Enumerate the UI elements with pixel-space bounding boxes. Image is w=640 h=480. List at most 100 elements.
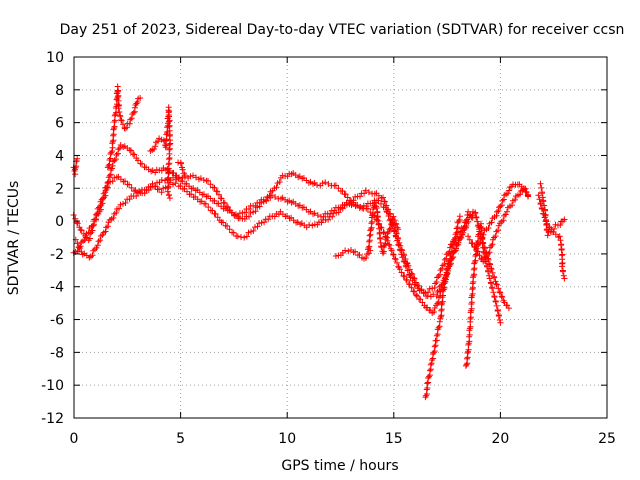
data-point	[211, 184, 218, 191]
data-point	[122, 178, 128, 185]
data-point	[306, 221, 313, 228]
data-point	[122, 200, 129, 206]
data-point	[367, 247, 374, 254]
data-point	[350, 197, 357, 204]
data-point	[457, 228, 464, 235]
series-track-e	[422, 213, 463, 401]
data-point	[108, 165, 115, 172]
data-point	[214, 188, 221, 195]
series-track-g	[332, 247, 374, 262]
data-point	[462, 362, 469, 369]
data-point	[314, 212, 321, 219]
y-tick-label: 0	[55, 214, 64, 230]
data-point	[365, 250, 372, 257]
data-point	[393, 230, 400, 237]
data-point	[492, 233, 499, 240]
data-point	[426, 367, 433, 374]
data-point	[383, 202, 390, 209]
data-point	[385, 241, 392, 248]
data-point	[325, 180, 332, 187]
data-point	[497, 203, 504, 210]
data-point	[437, 313, 444, 320]
data-point	[416, 282, 422, 289]
data-point	[474, 218, 481, 225]
data-point	[401, 252, 408, 259]
y-tick-label: 10	[46, 50, 64, 66]
data-point	[111, 125, 117, 132]
data-point	[78, 227, 85, 234]
data-point	[214, 214, 221, 221]
data-point	[494, 208, 500, 215]
data-point	[120, 121, 126, 128]
data-point	[466, 236, 473, 243]
data-points	[70, 83, 568, 401]
data-point	[537, 201, 544, 208]
grid	[74, 57, 607, 418]
data-point	[342, 247, 349, 254]
data-point	[314, 182, 320, 188]
data-point	[131, 104, 138, 111]
data-point	[339, 205, 346, 212]
data-point	[90, 222, 97, 229]
data-point	[463, 223, 470, 229]
data-point	[128, 184, 135, 191]
data-point	[139, 160, 145, 167]
data-point	[377, 235, 383, 242]
data-point	[491, 274, 498, 281]
data-point	[76, 224, 83, 231]
data-point	[89, 252, 96, 259]
tick-labels: 0 5 10 15 20 25 -12 -10 -8 -6 -4 -2 0 2 4 6 8 10	[41, 50, 616, 447]
data-point	[167, 140, 174, 147]
data-point	[241, 234, 248, 241]
series-track-h	[465, 185, 532, 265]
data-point	[311, 210, 318, 217]
data-point	[116, 109, 123, 115]
data-point	[95, 210, 102, 217]
data-point	[426, 373, 432, 380]
data-point	[113, 209, 120, 216]
data-point	[362, 255, 369, 261]
data-point	[546, 224, 553, 231]
data-point	[108, 149, 115, 156]
data-point	[205, 204, 212, 211]
data-point	[403, 277, 410, 284]
data-point	[104, 223, 111, 230]
data-point	[544, 220, 551, 227]
data-point	[394, 259, 400, 266]
data-point	[493, 302, 500, 309]
data-point	[438, 307, 445, 314]
series-track-i	[473, 181, 532, 250]
data-point	[216, 191, 222, 198]
data-point	[409, 271, 416, 278]
data-point	[241, 209, 248, 216]
x-tick-label: 15	[385, 431, 403, 447]
data-point	[438, 265, 445, 272]
data-point	[205, 177, 211, 184]
data-point	[522, 185, 529, 192]
data-point	[425, 289, 432, 296]
data-point	[81, 237, 88, 243]
data-point	[164, 188, 171, 195]
data-point	[344, 194, 351, 201]
data-point	[254, 223, 261, 230]
data-point	[539, 206, 545, 212]
data-point	[494, 308, 501, 314]
data-point	[357, 203, 364, 210]
data-point	[322, 179, 329, 186]
data-point	[126, 181, 133, 188]
data-point	[557, 222, 564, 228]
data-point	[364, 205, 371, 212]
data-point	[504, 190, 511, 197]
data-point	[464, 350, 471, 356]
data-point	[453, 245, 459, 252]
data-point	[127, 116, 134, 123]
data-point	[509, 202, 515, 209]
data-point	[488, 219, 495, 226]
data-point	[423, 386, 430, 393]
data-point	[158, 189, 165, 196]
chart-title: Day 251 of 2023, Sidereal Day-to-day VTE…	[60, 22, 625, 38]
data-point	[559, 268, 566, 275]
data-point	[414, 293, 421, 299]
data-point	[342, 191, 349, 198]
data-point	[392, 255, 398, 262]
